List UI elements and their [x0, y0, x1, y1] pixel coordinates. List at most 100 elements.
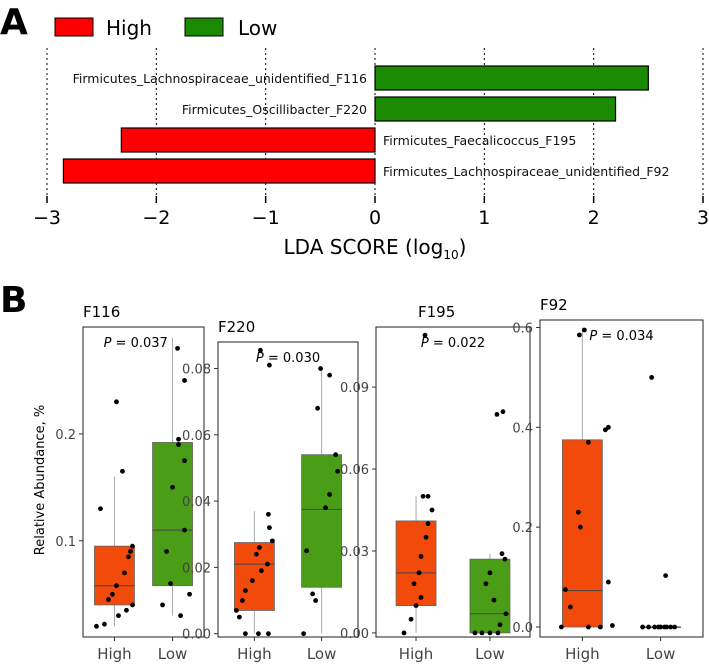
data-point [234, 608, 239, 613]
data-point [558, 624, 564, 630]
data-point [313, 598, 318, 603]
data-point [310, 591, 315, 597]
legend-swatch-low [184, 17, 224, 37]
y-tick-label: 0.4 [512, 421, 533, 436]
x-tick-label: High [97, 645, 131, 663]
y-tick-label: 0.00 [340, 627, 369, 642]
lda-x-axis: −3 −2 −1 0 1 2 3 [33, 196, 709, 229]
data-point [160, 602, 165, 608]
panel-b: B Relative Abundance, % F116 0.1 0.2 High Lo… [0, 280, 704, 663]
data-point [187, 591, 192, 597]
p-value-label: P = 0.022 [421, 336, 485, 351]
x-tick-label: 1 [478, 207, 490, 229]
data-point [110, 591, 115, 597]
data-point [585, 439, 591, 445]
data-point [250, 578, 255, 584]
data-point [182, 458, 187, 464]
data-point [270, 538, 275, 544]
lda-bar-label: Firmicutes_Faecalicoccus_F195 [383, 133, 576, 148]
x-tick-label: −3 [33, 207, 61, 229]
box-iqr [469, 558, 511, 634]
y-tick-label: 0.1 [55, 535, 76, 550]
lda-bar-label: Firmicutes_Lachnospiraceae_unidentified_… [73, 71, 367, 86]
data-point [609, 623, 615, 628]
data-point [114, 583, 119, 589]
data-point [605, 424, 611, 430]
data-point [649, 375, 655, 380]
data-point [267, 525, 272, 531]
y-tick-label: 0.02 [182, 561, 211, 576]
panel-a: A High Low Firmicutes_Lachnospiraceae_un… [0, 2, 709, 262]
data-point [575, 509, 581, 515]
data-point [567, 604, 573, 610]
data-point [304, 548, 309, 554]
data-point [494, 412, 500, 417]
data-point [318, 366, 323, 371]
data-point [502, 556, 508, 562]
x-tick-label: Low [646, 645, 676, 663]
y-tick-label: 0.04 [182, 495, 211, 510]
data-point [323, 505, 328, 511]
x-tick-label: −2 [142, 207, 170, 229]
data-point [124, 607, 129, 613]
data-point [130, 543, 135, 549]
data-point [401, 630, 407, 636]
data-point [581, 327, 587, 333]
data-point [500, 409, 506, 415]
boxplot-title: F92 [540, 296, 568, 314]
x-tick-label: Low [307, 645, 337, 663]
data-point [597, 624, 603, 630]
data-point [106, 597, 111, 602]
data-point [487, 630, 493, 636]
boxplot-title: F220 [218, 318, 255, 336]
data-point [114, 399, 119, 405]
data-point [585, 624, 591, 630]
data-point [663, 573, 669, 578]
data-point [266, 631, 271, 637]
data-point [182, 378, 187, 383]
data-point [497, 622, 503, 628]
x-tick-label: High [399, 645, 433, 663]
data-point [483, 581, 489, 587]
data-point [164, 549, 169, 554]
data-point [176, 436, 181, 442]
data-point [116, 613, 121, 619]
data-point [335, 468, 340, 474]
data-point [178, 613, 183, 619]
data-point [175, 345, 180, 351]
data-point [266, 511, 271, 517]
data-point [487, 570, 493, 576]
lda-bars [62, 65, 649, 184]
data-point [267, 362, 272, 368]
data-point [176, 442, 181, 447]
x-tick-label: High [565, 645, 599, 663]
data-point [425, 493, 431, 499]
x-tick-label: 0 [369, 207, 381, 229]
lda-bar [374, 96, 617, 122]
data-point [416, 570, 422, 576]
y-tick-label: 0.6 [512, 321, 533, 336]
x-tick-label: Low [158, 645, 188, 663]
data-point [562, 587, 568, 592]
data-point [656, 624, 662, 630]
data-point [577, 524, 583, 530]
y-tick-label: 0.06 [340, 463, 369, 478]
box-iqr [152, 442, 193, 587]
data-point [256, 631, 261, 637]
data-point [315, 405, 320, 411]
y-tick-label: 0.08 [182, 363, 211, 378]
y-tick-label: 0.2 [55, 428, 76, 443]
data-point [418, 554, 424, 559]
y-tick-label: 0.0 [512, 621, 533, 636]
boxplot-panel: F220 0.00 0.02 0.04 0.06 0.08 High Low P = 0.030 [182, 318, 359, 663]
data-point [243, 631, 248, 637]
data-point [257, 545, 262, 550]
box-y-axis-title: Relative Abundance, % [33, 405, 48, 555]
lda-bar-label: Firmicutes_Lachnospiraceae_unidentified_… [383, 164, 669, 179]
data-point [102, 621, 107, 627]
data-point [327, 492, 332, 497]
data-point [301, 631, 306, 637]
data-point [122, 570, 127, 576]
panel-b-letter: B [0, 280, 27, 321]
